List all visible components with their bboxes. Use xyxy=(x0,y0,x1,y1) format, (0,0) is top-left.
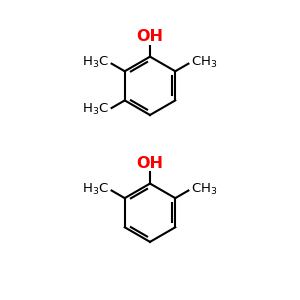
Text: H$_3$C: H$_3$C xyxy=(82,102,109,117)
Text: CH$_3$: CH$_3$ xyxy=(191,182,217,197)
Text: OH: OH xyxy=(136,156,164,171)
Text: CH$_3$: CH$_3$ xyxy=(191,55,217,70)
Text: OH: OH xyxy=(136,29,164,44)
Text: H$_3$C: H$_3$C xyxy=(82,55,109,70)
Text: H$_3$C: H$_3$C xyxy=(82,182,109,197)
